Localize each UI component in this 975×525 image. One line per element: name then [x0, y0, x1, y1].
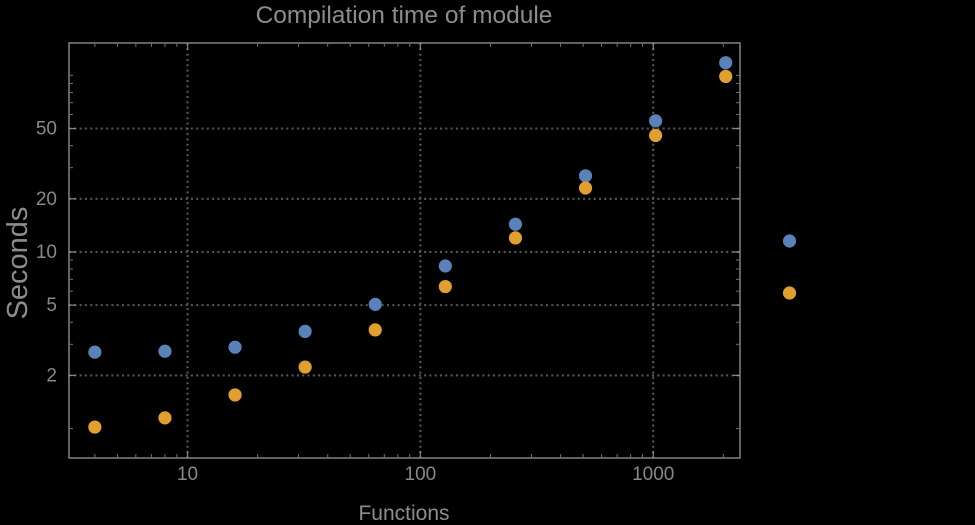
svg-text:Seconds: Seconds [2, 207, 34, 320]
svg-text:50: 50 [36, 119, 57, 140]
svg-text:Functions: Functions [358, 502, 449, 525]
svg-text:10: 10 [177, 464, 198, 485]
svg-text:100: 100 [405, 464, 437, 485]
svg-text:5: 5 [46, 295, 57, 316]
svg-text:20: 20 [36, 189, 57, 210]
svg-text:2: 2 [46, 365, 57, 386]
svg-text:1000: 1000 [632, 464, 674, 485]
svg-text:10: 10 [36, 242, 57, 263]
svg-text:Compilation time of module: Compilation time of module [256, 2, 553, 29]
